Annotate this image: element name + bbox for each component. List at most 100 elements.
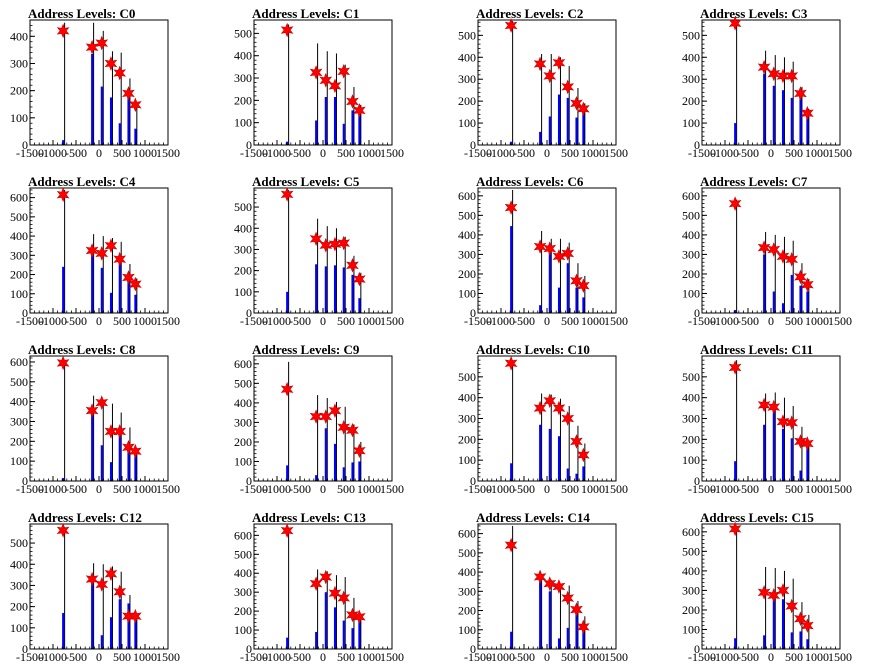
blue-bar <box>358 112 361 145</box>
blue-bar <box>772 598 775 649</box>
x-tick-label: 1500 <box>380 482 404 496</box>
blue-bar <box>351 274 354 313</box>
blue-bar <box>582 630 585 649</box>
blue-bar <box>734 638 737 649</box>
y-tick-label: 400 <box>682 564 700 578</box>
y-tick-label: 400 <box>234 49 252 63</box>
y-tick-label: 500 <box>234 376 252 390</box>
blue-bar <box>315 120 318 145</box>
blue-bar <box>358 620 361 649</box>
blue-bar <box>557 638 561 649</box>
blue-bar <box>539 424 542 481</box>
peak-marker <box>85 403 99 418</box>
blue-bar <box>127 603 130 649</box>
y-tick-label: 0 <box>246 306 252 320</box>
chart-panel: Address Levels: C3 0 100 200 300 400 500 -1500-… <box>672 0 896 168</box>
x-tick-label: 1500 <box>156 314 180 328</box>
x-tick-label: 0 <box>544 314 550 328</box>
blue-bar <box>539 305 542 313</box>
blue-bar <box>358 298 361 313</box>
chart-panel: Address Levels: C4 0 100 200 300 400 500 600 -15… <box>0 168 224 336</box>
chart-title: Address Levels: C2 <box>476 6 584 21</box>
peak-marker <box>767 242 781 257</box>
peak-marker <box>319 409 333 424</box>
y-tick-label: 500 <box>458 208 476 222</box>
peak-marker <box>352 443 366 459</box>
y-tick-label: 100 <box>458 116 476 130</box>
blue-bar <box>91 580 94 649</box>
y-tick-label: 300 <box>682 72 700 86</box>
y-tick-label: 100 <box>682 622 700 636</box>
peak-marker <box>776 414 790 429</box>
x-tick-label: 0 <box>768 482 774 496</box>
peak-marker <box>337 590 351 606</box>
chart-title: Address Levels: C14 <box>476 510 590 525</box>
peak-marker <box>570 602 583 617</box>
x-tick-label: 0 <box>96 314 102 328</box>
x-tick-label: -1000 <box>711 314 739 328</box>
peak-marker <box>776 583 790 598</box>
blue-bar <box>772 409 775 481</box>
peak-marker <box>757 585 771 600</box>
y-tick-label: 200 <box>458 604 476 618</box>
peak-marker <box>352 103 366 118</box>
blue-bar <box>734 310 737 313</box>
chart-title: Address Levels: C9 <box>252 342 360 357</box>
x-tick-label: -1000 <box>487 146 515 160</box>
blue-bar <box>548 116 551 145</box>
x-tick-label: -500 <box>65 314 87 328</box>
x-tick-label: 1500 <box>828 482 852 496</box>
peak-marker <box>56 23 70 39</box>
y-tick-label: 200 <box>10 600 28 614</box>
y-tick-label: 300 <box>234 242 252 256</box>
peak-marker <box>280 22 294 38</box>
chart-panel: Address Levels: C8 0 100 200 300 400 500 600 -15… <box>0 336 224 504</box>
x-tick-label: 500 <box>561 482 579 496</box>
x-tick-label: -500 <box>289 650 311 664</box>
y-tick-label: 200 <box>682 432 700 446</box>
blue-bar <box>100 445 103 481</box>
peak-marker <box>352 271 366 287</box>
x-tick-label: 500 <box>337 146 355 160</box>
chart-title: Address Levels: C0 <box>28 6 136 21</box>
y-tick-label: 400 <box>458 50 476 64</box>
blue-bar <box>582 466 585 481</box>
peak-marker <box>346 607 359 623</box>
blue-bar <box>315 264 318 313</box>
peak-marker <box>785 598 799 614</box>
chart-title: Address Levels: C12 <box>28 510 142 525</box>
y-tick-label: 200 <box>10 84 28 98</box>
x-tick-label: -1500 <box>240 146 268 160</box>
y-tick-label: 500 <box>234 200 252 214</box>
x-tick-label: 1000 <box>581 146 605 160</box>
blue-bar <box>134 294 137 313</box>
blue-bar <box>62 266 65 313</box>
plot-frame <box>477 19 617 146</box>
peak-marker <box>728 360 742 375</box>
x-tick-label: -1000 <box>487 482 515 496</box>
peak-marker <box>533 239 547 254</box>
x-tick-label: 1500 <box>604 146 628 160</box>
peak-marker <box>504 537 518 553</box>
x-tick-label: -1000 <box>711 482 739 496</box>
x-tick-label: -500 <box>737 146 759 160</box>
chart-title: Address Levels: C1 <box>252 6 360 21</box>
blue-bar <box>582 297 585 313</box>
blue-bar <box>575 287 578 313</box>
peak-marker <box>128 443 142 459</box>
blue-bar <box>781 428 785 481</box>
blue-bar <box>806 291 809 313</box>
y-tick-label: 400 <box>234 221 252 235</box>
y-tick-label: 200 <box>682 94 700 108</box>
blue-bar <box>575 611 578 649</box>
y-tick-label: 200 <box>234 93 252 107</box>
peak-marker <box>533 569 547 585</box>
blue-bar <box>118 261 121 313</box>
y-tick-label: 500 <box>10 210 28 224</box>
peak-marker <box>309 576 323 591</box>
peak-marker <box>104 566 118 582</box>
y-tick-label: 300 <box>10 248 28 262</box>
peak-marker <box>504 355 518 371</box>
